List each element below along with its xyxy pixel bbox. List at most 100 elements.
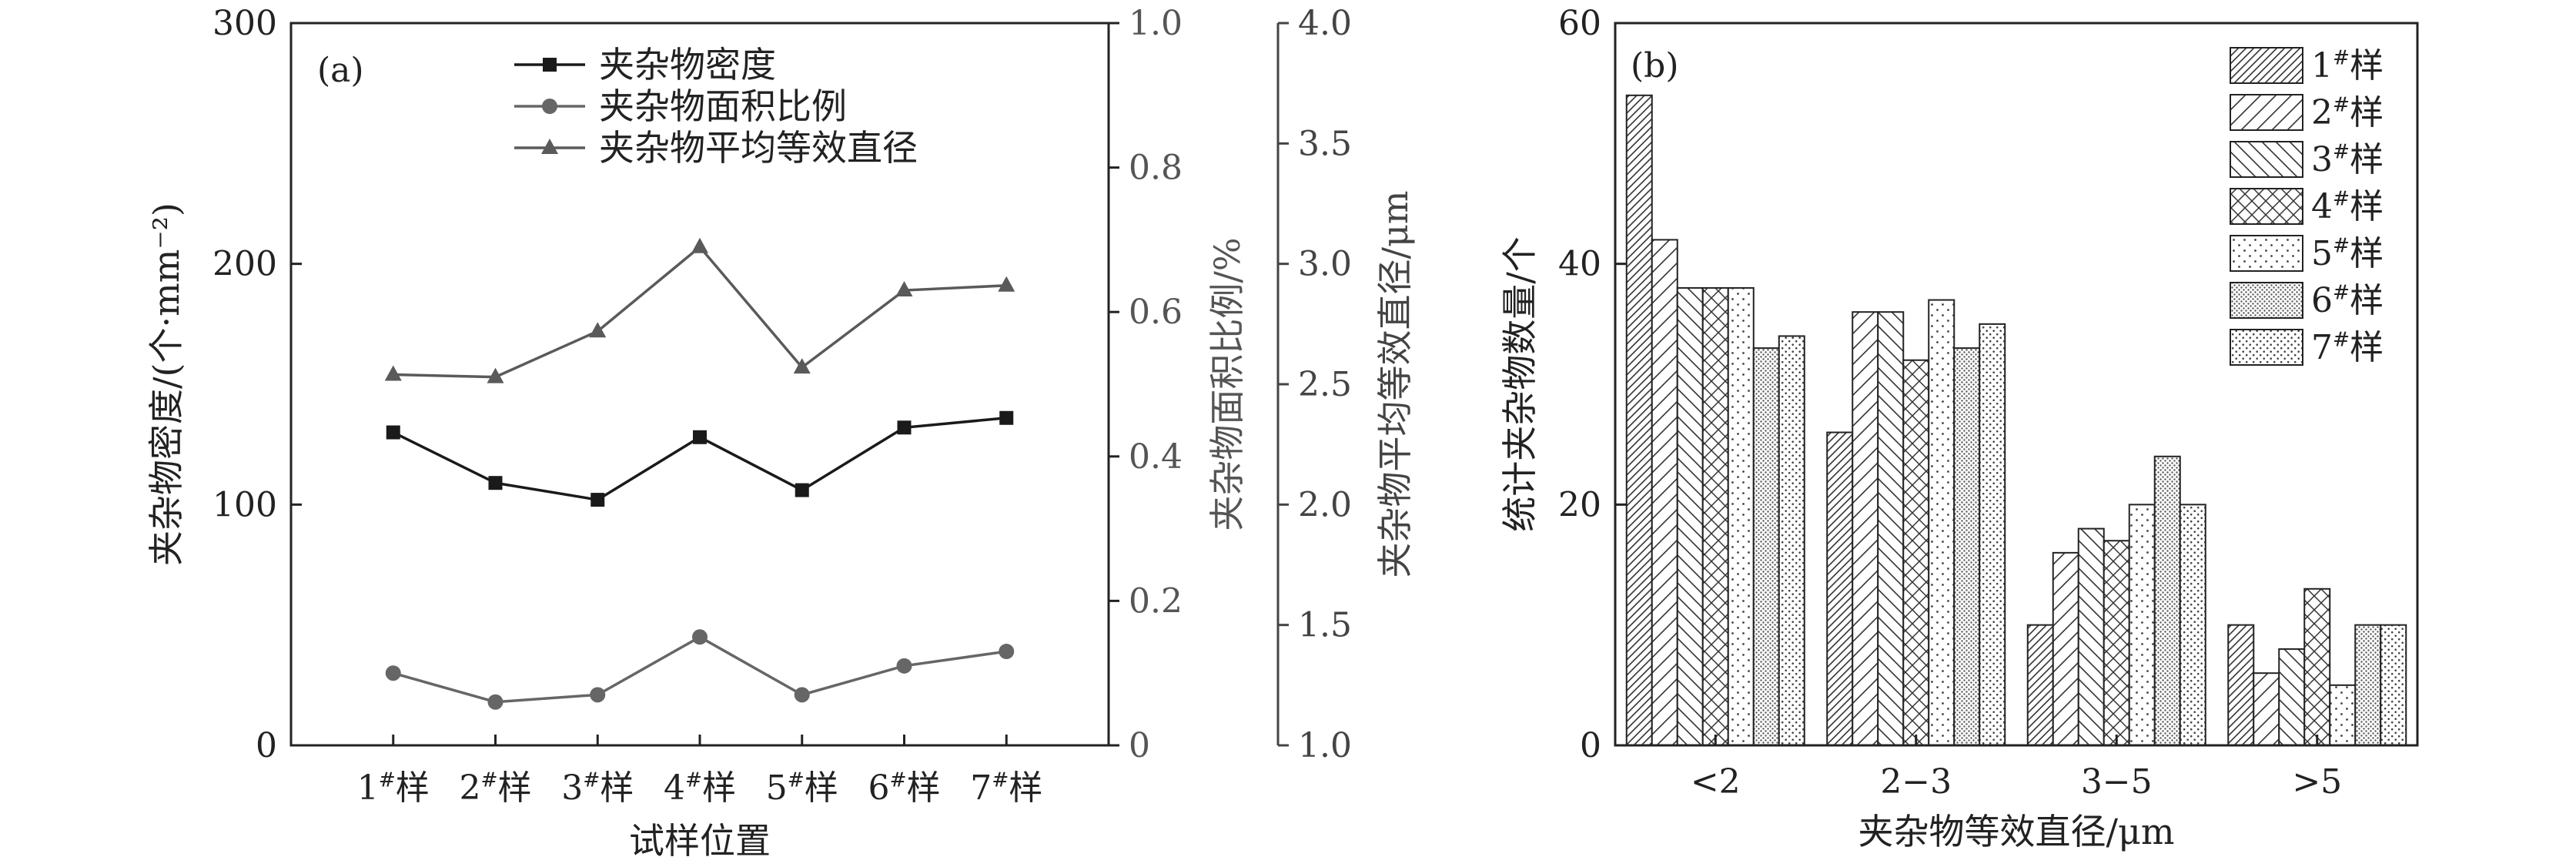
panel-a-y3-tick-label: 2.0 <box>1298 485 1352 524</box>
panel-a-series-line <box>393 635 1007 704</box>
panel-a-y3-axis-label: 夹杂物平均等效直径/μm <box>1374 190 1416 577</box>
panel-a-data-point <box>693 430 707 444</box>
panel-a-data-point <box>897 420 912 435</box>
panel-a-data-point <box>487 694 503 710</box>
panel-b-legend-label-suffix: 样 <box>2350 46 2384 85</box>
panel-b-legend-label-base: 6 <box>2311 281 2333 320</box>
panel-b-bar <box>2179 504 2206 746</box>
panel-b-legend-label-sup: # <box>2333 233 2350 257</box>
panel-a-marks: 1#样 2#样 3#样 4#样 5#样 6#样 7#样010020030000.20.40.… <box>212 4 1352 808</box>
panel-b-legend-swatch <box>2230 282 2303 319</box>
panel-a-y2-axis-label: 夹杂物面积比例/% <box>1206 237 1248 531</box>
panel-b-legend-label: 6#样 <box>2311 280 2384 320</box>
panel-b-bar <box>1928 299 1955 747</box>
panel-b-legend-label-base: 7 <box>2311 328 2333 367</box>
panel-b-y-tick-label: 0 <box>1580 726 1601 765</box>
panel-b-legend-swatch <box>2230 141 2303 178</box>
panel-b-x-tick-label: >5 <box>2292 762 2342 802</box>
panel-b-bar <box>1752 347 1780 747</box>
panel-b-x-axis-label: 夹杂物等效直径/μm <box>1858 811 2174 852</box>
panel-b-label: (b) <box>1631 46 1679 85</box>
panel-b-legend-label-suffix: 样 <box>2350 93 2384 132</box>
panel-b-bar <box>2303 587 2331 746</box>
panel-b-legend-label-base: 5 <box>2311 234 2333 273</box>
panel-a-series-1 <box>386 410 1014 507</box>
panel-a-x-tick-label-sup: # <box>379 768 396 792</box>
panel-b-bar <box>2153 455 2181 746</box>
panel-a-x-tick-label-sup: # <box>480 768 497 792</box>
panel-a-data-point <box>998 276 1015 292</box>
panel-b-legend-label: 3#样 <box>2311 139 2384 179</box>
panel-b-y-tick-label: 40 <box>1558 245 1601 284</box>
panel-a-data-point <box>691 237 708 253</box>
panel-b-legend-swatch <box>2230 329 2303 366</box>
panel-b-bar <box>1902 359 1930 746</box>
panel-b-legend-label-sup: # <box>2333 92 2350 116</box>
panel-a-series-line <box>393 245 1007 379</box>
panel-b-legend-swatch <box>2230 94 2303 131</box>
panel-a-x-tick-label-suffix: 样 <box>907 768 941 808</box>
panel-a-x-tick-label-base: 5 <box>766 768 788 808</box>
panel-b-legend-label-base: 4 <box>2311 187 2333 226</box>
panel-b-legend-label-suffix: 样 <box>2350 140 2384 179</box>
panel-a-y2-tick-label: 0.2 <box>1129 581 1183 621</box>
panel-a-data-point <box>793 358 811 374</box>
panel-a-legend-label: 夹杂物密度 <box>599 44 776 85</box>
panel-b-bar <box>2103 540 2130 746</box>
panel-a-data-point <box>385 665 401 681</box>
panel-b-bar <box>1979 323 2006 747</box>
panel-b-legend-swatch <box>2230 47 2303 84</box>
panel-b-marks: 0 20 40 60 <2 2−3 3−5 >5 <box>1558 4 2419 802</box>
panel-b-bar <box>2052 551 2079 746</box>
panel-a-legend-label: 夹杂物面积比例 <box>599 85 847 127</box>
panel-a-y3-tick-label: 1.0 <box>1298 726 1352 765</box>
panel-a-x-tick-label-sup: # <box>788 768 805 792</box>
panel-a-series-3 <box>384 237 1015 383</box>
panel-a-x-tick-label-suffix: 样 <box>805 768 838 808</box>
panel-a-x-tick-label: 7#样 <box>970 768 1042 808</box>
panel-a-x-tick-label-suffix: 样 <box>396 768 430 808</box>
panel-a-x-axis-label: 试样位置 <box>629 820 771 862</box>
panel-a-data-point <box>692 629 708 645</box>
panel-a-x-tick-label-suffix: 样 <box>498 768 532 808</box>
panel-b-bar <box>2354 624 2382 747</box>
panel-b-bar <box>2380 624 2407 747</box>
panel-b-bar <box>1651 239 1678 746</box>
panel-b-bar <box>1877 311 1905 746</box>
panel-b-bar <box>2026 624 2054 747</box>
panel-b-legend-label-sup: # <box>2333 45 2350 69</box>
panel-a-x-tick-label-base: 1 <box>357 768 379 808</box>
panel-a-x-tick-label-suffix: 样 <box>702 768 736 808</box>
panel-a-y1-axis-label: 夹杂物密度/(个·mm⁻²) <box>146 203 187 566</box>
panel-a-legend-marker <box>543 58 557 72</box>
panel-b-legend-label-base: 1 <box>2311 46 2333 85</box>
panel-b-bar <box>1778 335 1805 746</box>
panel-a-y1-tick-label: 300 <box>212 4 277 43</box>
panel-b-legend-label-suffix: 样 <box>2350 187 2384 226</box>
panel-b-bar <box>1953 347 1981 747</box>
panel-a-y2-tick-label: 0.6 <box>1129 293 1183 332</box>
panel-a-y3-tick-label: 3.5 <box>1298 124 1352 163</box>
panel-b-legend-label-suffix: 样 <box>2350 328 2384 367</box>
panel-a-legend-label: 夹杂物平均等效直径 <box>599 127 918 169</box>
panel-a-data-point <box>999 410 1014 425</box>
panel-a-x-tick-label: 5#样 <box>766 768 838 808</box>
panel-a-x-tick-label-sup: # <box>685 768 702 792</box>
panel-a-x-tick-label: 4#样 <box>664 768 736 808</box>
panel-b-bar <box>1625 94 1653 747</box>
panel-a-x-tick-label: 6#样 <box>868 768 940 808</box>
panel-a-y3-tick-label: 1.5 <box>1298 606 1352 645</box>
panel-b-legend-label: 5#样 <box>2311 233 2384 273</box>
panel-a-data-point <box>386 425 400 440</box>
panel-a-data-point <box>384 365 402 381</box>
panel-b-bar <box>2227 624 2255 747</box>
panel-b-legend-label-base: 3 <box>2311 140 2333 179</box>
panel-b-legend-label: 4#样 <box>2311 186 2384 226</box>
panel-b-legend-label: 1#样 <box>2311 45 2384 85</box>
panel-a-data-point <box>896 658 912 674</box>
panel-a-y3-tick-label: 2.5 <box>1298 365 1352 404</box>
panel-a-series-line <box>392 417 1007 501</box>
panel-b-bar <box>1826 431 1854 746</box>
